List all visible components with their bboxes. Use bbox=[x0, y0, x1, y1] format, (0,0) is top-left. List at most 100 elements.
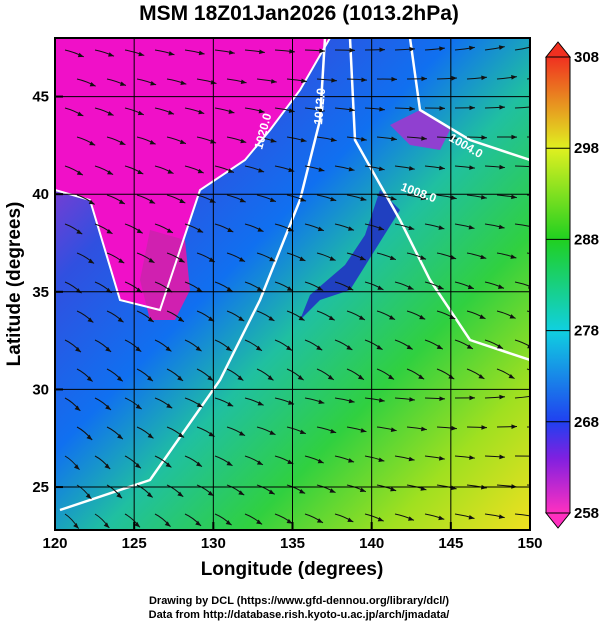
arrowhead bbox=[256, 286, 263, 292]
arrowhead bbox=[436, 344, 443, 350]
arrowhead bbox=[330, 137, 337, 142]
arrowhead bbox=[195, 520, 202, 526]
arrowhead bbox=[299, 429, 306, 435]
arrowhead bbox=[103, 522, 110, 528]
arrowhead bbox=[509, 314, 516, 319]
streamline bbox=[514, 513, 530, 517]
arrowhead bbox=[451, 75, 457, 81]
arrowhead bbox=[300, 137, 307, 143]
arrowhead bbox=[450, 254, 457, 260]
arrowhead bbox=[499, 454, 505, 460]
arrowhead bbox=[167, 169, 174, 174]
arrowhead bbox=[269, 256, 276, 262]
arrowhead bbox=[317, 286, 324, 291]
arrowhead bbox=[196, 287, 203, 292]
arrowhead bbox=[510, 254, 517, 259]
streamline bbox=[514, 395, 530, 399]
arrowhead bbox=[301, 78, 307, 84]
arrowhead bbox=[227, 168, 234, 173]
arrowhead bbox=[378, 457, 385, 462]
arrowhead bbox=[379, 47, 385, 53]
y-tick-label: 45 bbox=[32, 89, 49, 106]
colorbar-tick-label: 308 bbox=[574, 49, 599, 66]
arrowhead bbox=[286, 518, 293, 524]
arrowhead bbox=[466, 344, 473, 349]
arrowhead bbox=[257, 401, 264, 406]
arrowhead bbox=[107, 111, 114, 116]
field bbox=[55, 38, 530, 530]
arrowhead bbox=[468, 224, 475, 230]
arrowhead bbox=[376, 344, 383, 350]
arrowhead bbox=[166, 287, 173, 293]
arrowhead bbox=[165, 462, 172, 468]
streamline bbox=[526, 194, 530, 196]
streamline bbox=[514, 339, 530, 348]
arrowhead bbox=[258, 168, 265, 173]
arrowhead bbox=[147, 316, 154, 322]
arrowhead bbox=[240, 79, 247, 85]
arrowhead bbox=[349, 47, 355, 53]
arrowhead bbox=[178, 257, 185, 263]
cold-region bbox=[55, 38, 330, 310]
arrowhead bbox=[256, 519, 263, 525]
arrowhead bbox=[166, 403, 173, 409]
arrowhead bbox=[300, 197, 307, 202]
streamline bbox=[514, 106, 530, 109]
credit: Drawing by DCL (https://www.gfd-dennou.o… bbox=[149, 595, 449, 607]
arrowhead bbox=[318, 107, 325, 113]
isobar bbox=[59, 38, 327, 512]
arrowhead bbox=[118, 199, 125, 204]
arrowhead bbox=[378, 166, 385, 172]
arrowhead bbox=[390, 196, 397, 201]
arrowhead bbox=[149, 140, 156, 145]
arrowhead bbox=[105, 346, 112, 352]
arrowhead bbox=[135, 463, 141, 469]
colorbar-tick-label: 298 bbox=[574, 140, 599, 157]
arrowhead bbox=[256, 460, 263, 465]
arrowhead bbox=[227, 227, 234, 233]
arrowhead bbox=[508, 373, 515, 379]
arrowhead bbox=[225, 345, 232, 351]
arrowhead bbox=[451, 425, 457, 431]
arrowhead bbox=[239, 431, 246, 436]
arrowhead bbox=[438, 515, 445, 521]
arrowhead bbox=[255, 345, 262, 351]
arrowhead bbox=[208, 316, 215, 322]
arrowhead bbox=[119, 140, 126, 145]
arrowhead bbox=[319, 48, 325, 54]
streamline bbox=[526, 136, 530, 138]
arrowhead bbox=[227, 401, 234, 407]
arrowhead bbox=[76, 170, 83, 176]
isobar bbox=[55, 38, 332, 312]
arrowhead bbox=[134, 521, 140, 528]
y-tick-label: 30 bbox=[32, 381, 49, 398]
arrowhead bbox=[420, 255, 426, 260]
x-tick-label: 125 bbox=[122, 535, 147, 552]
arrowhead bbox=[168, 110, 175, 115]
arrowhead bbox=[77, 52, 84, 58]
arrowhead bbox=[89, 140, 96, 146]
arrowhead bbox=[407, 285, 414, 290]
arrowhead bbox=[420, 195, 427, 201]
arrowhead bbox=[359, 255, 366, 261]
arrowhead bbox=[168, 51, 175, 56]
arrowhead bbox=[269, 197, 276, 202]
x-axis-label: Longitude (degrees) bbox=[201, 559, 384, 580]
arrowhead bbox=[147, 375, 153, 382]
streamline bbox=[526, 310, 530, 313]
arrowhead bbox=[116, 376, 123, 382]
streamline bbox=[526, 368, 530, 371]
arrowhead bbox=[180, 80, 187, 86]
x-tick-label: 135 bbox=[280, 535, 305, 552]
arrowhead bbox=[237, 375, 244, 381]
arrowhead bbox=[498, 224, 505, 230]
arrowhead bbox=[331, 77, 337, 83]
colorbar-cap bbox=[544, 41, 572, 58]
arrowhead bbox=[137, 169, 144, 175]
korea bbox=[140, 230, 190, 320]
arrowhead bbox=[177, 316, 184, 322]
arrowhead bbox=[179, 139, 186, 144]
arrowhead bbox=[136, 228, 143, 234]
streamline bbox=[526, 484, 530, 486]
